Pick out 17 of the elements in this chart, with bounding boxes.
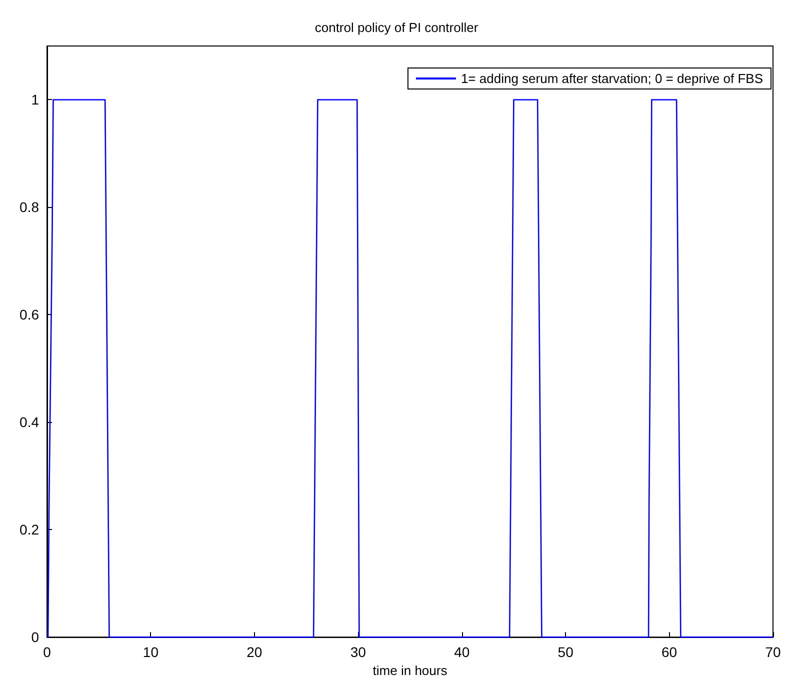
y-tick-label: 0.2 <box>20 522 40 538</box>
x-tick-label: 20 <box>246 644 262 660</box>
y-tick-label: 0 <box>31 629 40 646</box>
x-tick-label: 40 <box>454 644 470 660</box>
x-tick-label: 10 <box>142 644 159 660</box>
y-tick-label: 1 <box>31 92 40 108</box>
y-tick-label: 0.8 <box>20 199 40 216</box>
x-tick-label: 30 <box>350 644 366 660</box>
x-axis-title: time in hours <box>372 663 448 678</box>
y-tick-label: 0.6 <box>20 306 40 323</box>
x-tick-label: 0 <box>43 644 52 660</box>
x-tick-label: 50 <box>558 644 574 660</box>
chart-title: control policy of PI controller <box>314 20 479 35</box>
y-tick-label: 0.4 <box>20 414 40 430</box>
x-tick-label: 70 <box>765 644 781 660</box>
legend-label: 1= adding serum after starvation; 0 = deprive of FBS <box>460 71 764 86</box>
x-tick-label: 60 <box>661 644 678 660</box>
